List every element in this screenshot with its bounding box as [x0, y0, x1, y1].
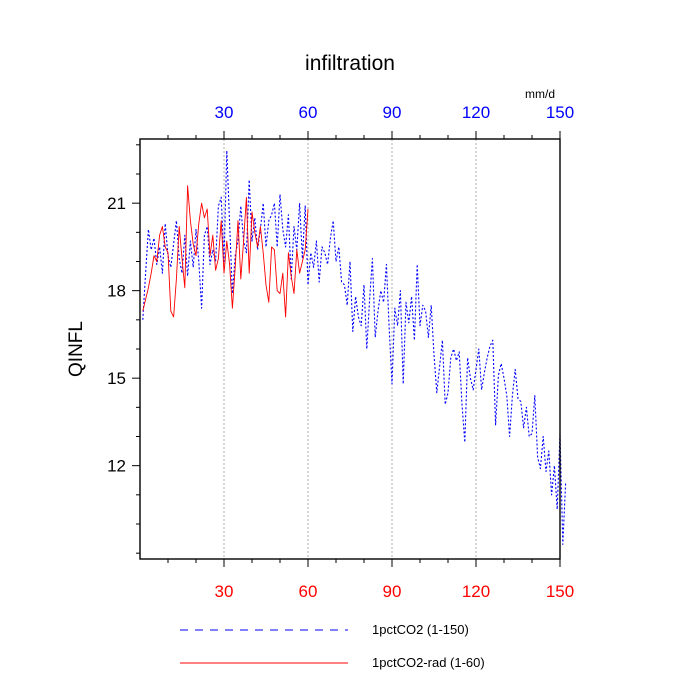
x-tick-label-top: 90: [383, 103, 402, 122]
series-layer: [142, 150, 567, 545]
x-tick-label-top: 30: [215, 103, 234, 122]
grid-lines: [223, 139, 477, 559]
plot-frame: [139, 138, 561, 560]
units-label: mm/d: [525, 87, 555, 101]
x-tick-label-top: 150: [546, 103, 574, 122]
y-tick-label: 12: [107, 457, 126, 476]
x-tick-label-top: 60: [299, 103, 318, 122]
series-line-rad: [142, 185, 309, 318]
x-tick-label-bottom: 120: [462, 582, 490, 601]
y-tick-label: 15: [107, 369, 126, 388]
y-axis-label: QINFL: [66, 321, 87, 377]
legend: 1pctCO2 (1-150) 1pctCO2-rad (1-60): [180, 622, 485, 670]
x-tick-label-bottom: 30: [215, 582, 234, 601]
x-tick-label-bottom: 60: [299, 582, 318, 601]
y-tick-label: 18: [107, 282, 126, 301]
chart-title: infiltration: [305, 52, 395, 75]
x-tick-label-top: 120: [462, 103, 490, 122]
series-line-co2: [142, 150, 567, 545]
axes: 30 30 60 60 90 90 120 120 150 150 12 15 18 21: [107, 103, 574, 601]
legend-label-rad: 1pctCO2-rad (1-60): [372, 655, 485, 670]
legend-label-co2: 1pctCO2 (1-150): [372, 622, 469, 637]
y-tick-label: 21: [107, 194, 126, 213]
x-tick-label-bottom: 150: [546, 582, 574, 601]
x-tick-label-bottom: 90: [383, 582, 402, 601]
